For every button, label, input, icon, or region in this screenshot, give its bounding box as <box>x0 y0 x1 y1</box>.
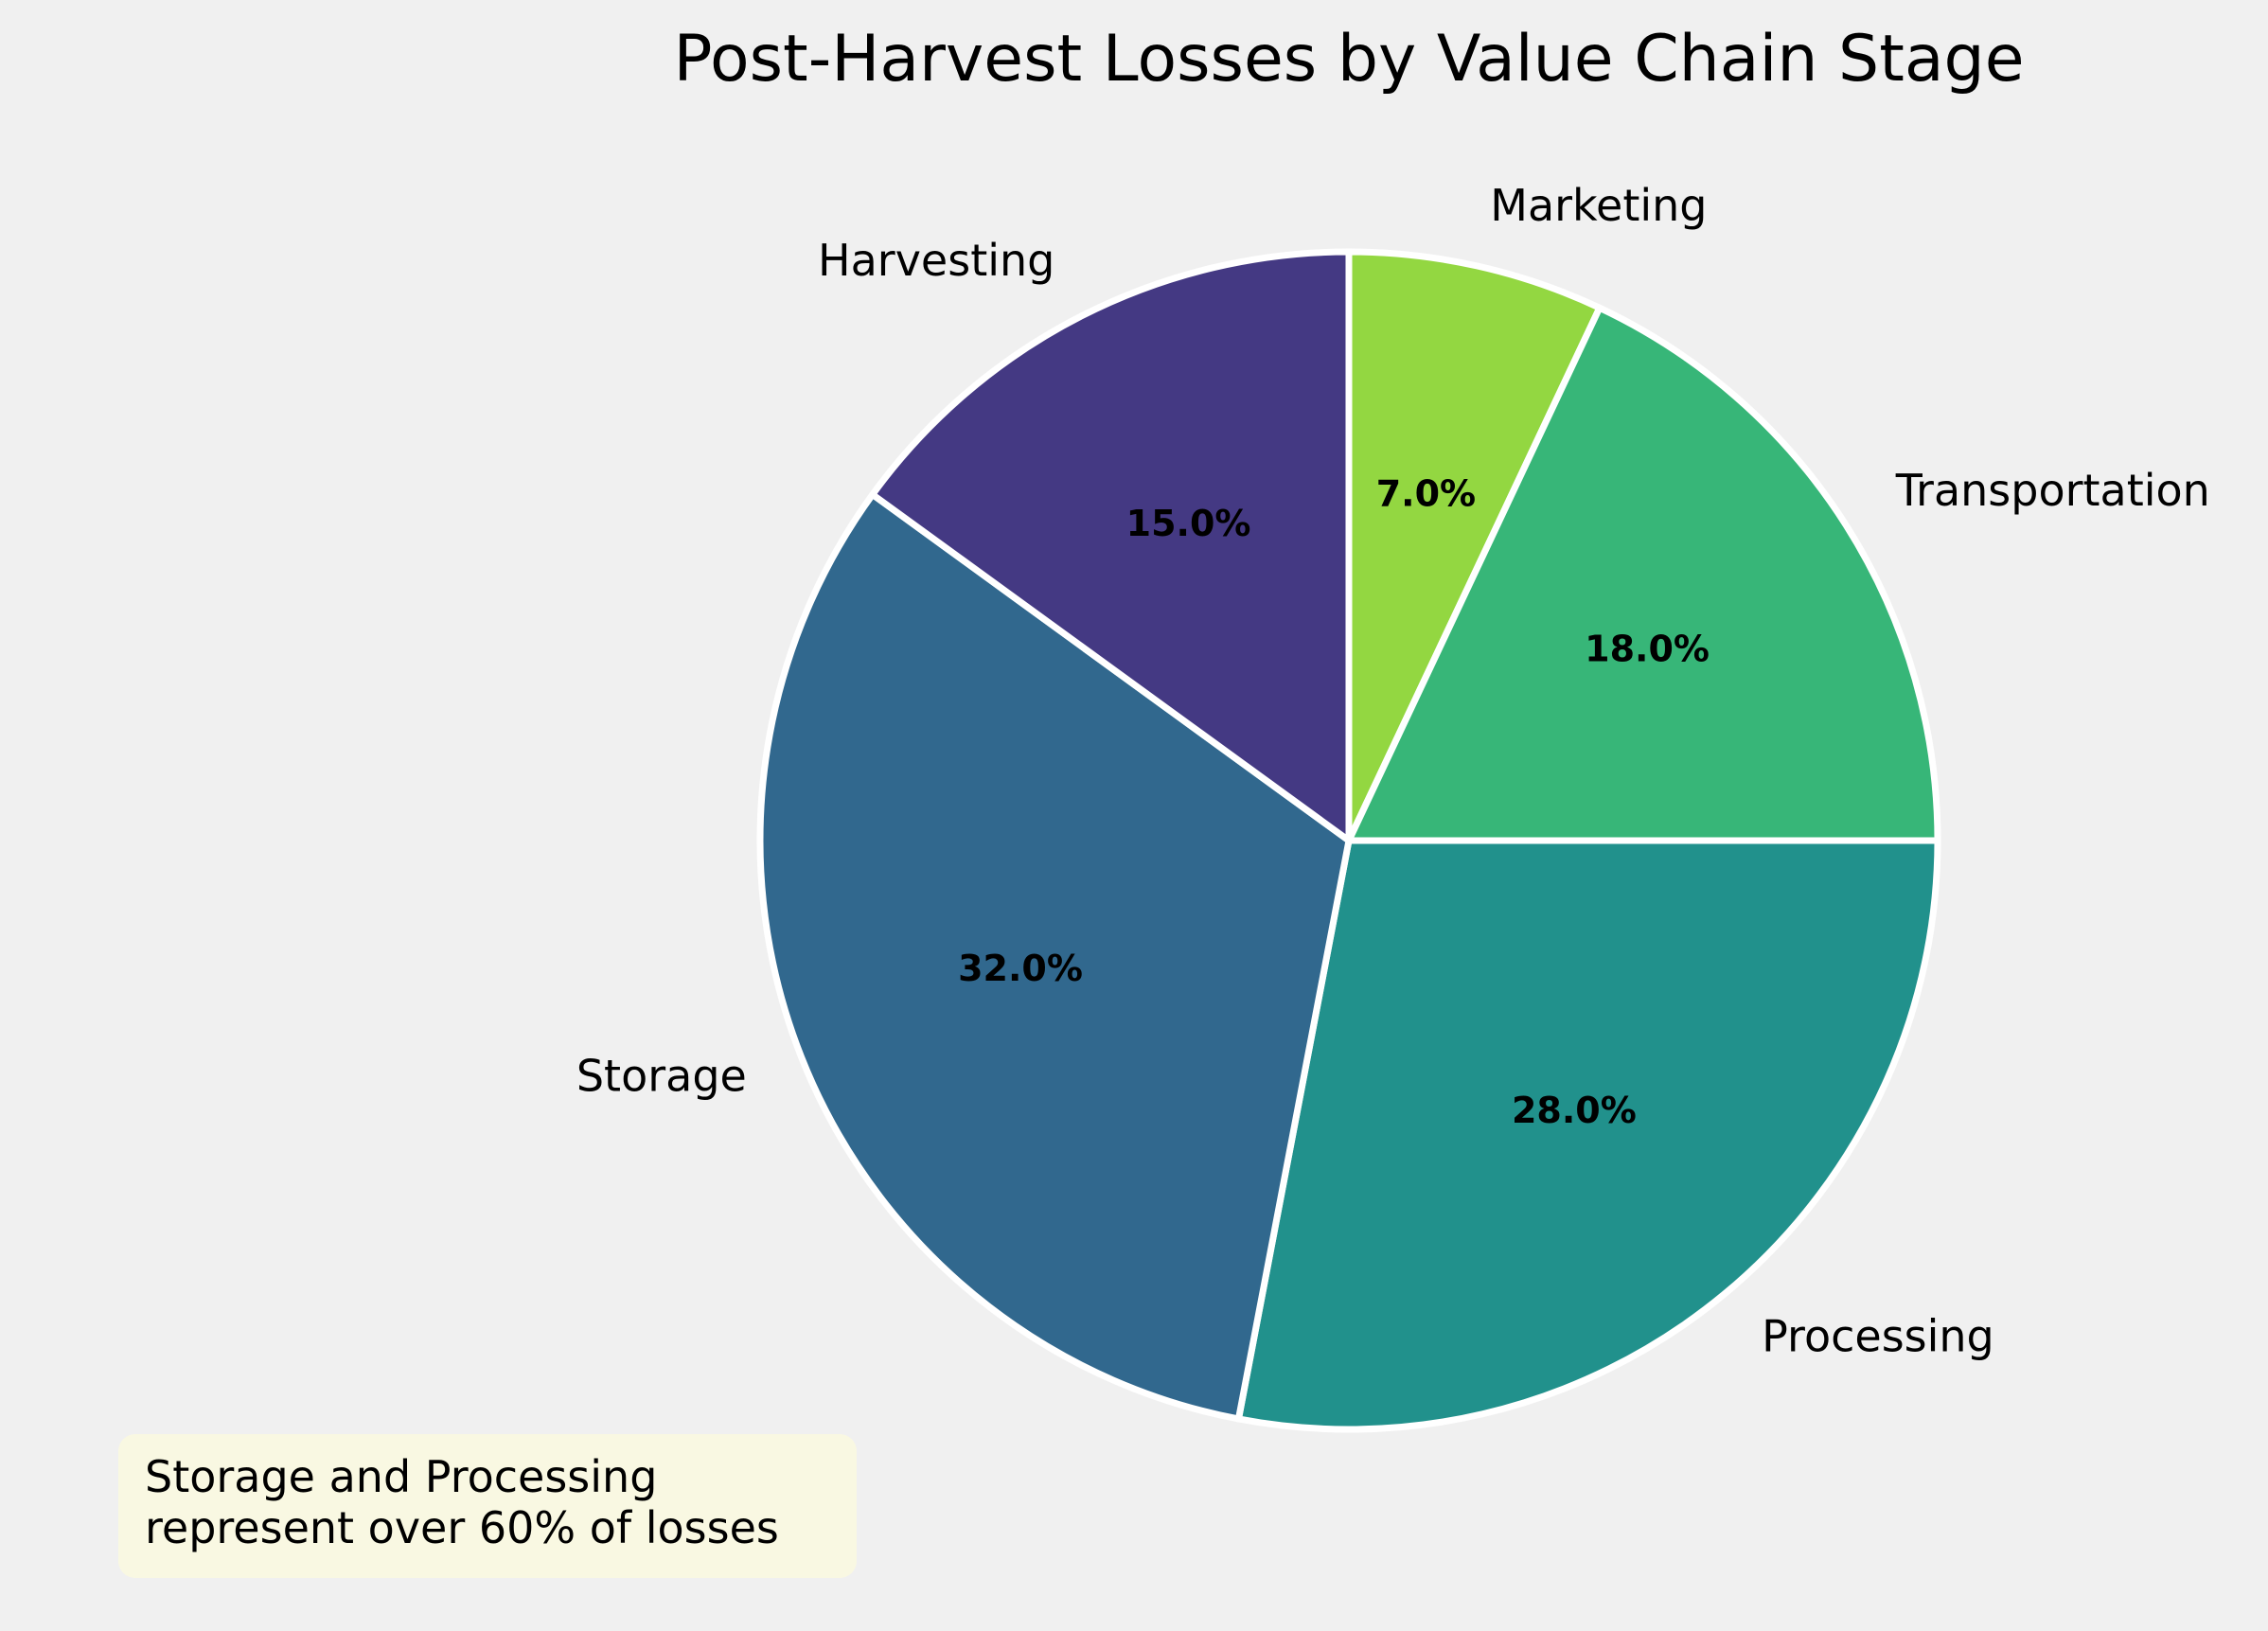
pie-slice-storage <box>756 490 1353 1423</box>
pct-label-processing: 28.0% <box>1512 1090 1637 1131</box>
annotation-box: Storage and Processing represent over 60… <box>118 1434 857 1578</box>
slice-label-marketing: Marketing <box>1490 180 1707 231</box>
pie-slice-processing <box>1234 837 1941 1433</box>
pie-slice-transportation <box>1345 304 1941 844</box>
slice-label-transportation: Transportation <box>1895 465 2210 516</box>
pie-labels: Marketing 7.0% Transportation 18.0% Processi… <box>576 180 2210 1362</box>
pct-label-harvesting: 15.0% <box>1126 503 1251 544</box>
slice-label-processing: Processing <box>1762 1311 1994 1362</box>
pie-slices <box>756 248 1941 1433</box>
slice-label-harvesting: Harvesting <box>818 235 1054 286</box>
pct-label-transportation: 18.0% <box>1585 629 1710 670</box>
chart-title: Post-Harvest Losses by Value Chain Stage <box>673 22 2024 97</box>
pct-label-marketing: 7.0% <box>1376 472 1476 514</box>
pie-slice-harvesting <box>869 248 1353 844</box>
pct-label-storage: 32.0% <box>958 948 1083 989</box>
slice-label-storage: Storage <box>576 1050 747 1101</box>
pie-slice-marketing <box>1345 248 1604 844</box>
